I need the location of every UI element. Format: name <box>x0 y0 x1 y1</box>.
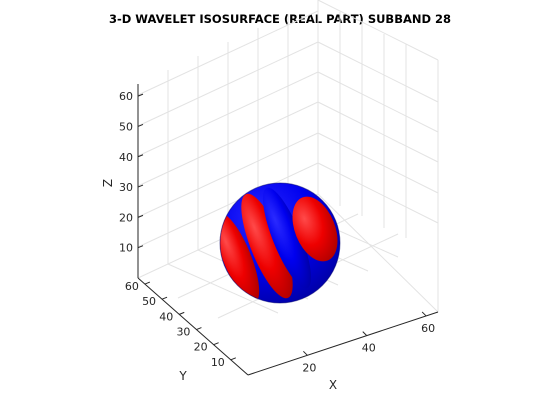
z-tick <box>137 214 144 218</box>
isosurface-band-red <box>292 196 338 262</box>
axes-lines <box>137 84 439 376</box>
z-tick <box>137 245 144 249</box>
y-tick-label: 50 <box>142 295 156 308</box>
grid-lines <box>137 0 439 319</box>
z-tick <box>137 154 144 158</box>
y-tick-label: 60 <box>125 280 139 293</box>
z-tick-label: 20 <box>119 211 133 224</box>
x-axis-line <box>247 311 439 376</box>
x-tick <box>421 311 427 317</box>
z-tick-label: 30 <box>119 181 133 194</box>
y-tick <box>144 281 151 285</box>
isosurface-outline <box>219 182 341 304</box>
y-tick-label: 20 <box>194 341 208 354</box>
isosurface-band-red <box>220 213 260 303</box>
y-axis-line <box>137 277 249 376</box>
plot-title: 3-D WAVELET ISOSURFACE (REAL PART) SUBBA… <box>108 12 452 26</box>
z-tick-label: 50 <box>119 120 133 133</box>
isosurface-band-red <box>241 193 293 299</box>
y-tick <box>196 327 202 330</box>
y-tick <box>230 357 236 361</box>
y-axis-label: Y <box>178 369 187 383</box>
y-tick-label: 40 <box>159 310 173 323</box>
z-tick <box>137 93 144 97</box>
z-tick-label: 60 <box>119 90 133 103</box>
z-tick-label: 10 <box>119 242 133 255</box>
x-tick-label: 60 <box>421 322 435 335</box>
z-tick <box>137 123 144 127</box>
z-tick <box>137 184 144 188</box>
y-tick <box>161 296 168 300</box>
x-tick <box>303 350 308 356</box>
y-tick-label: 30 <box>176 326 190 339</box>
y-tick <box>179 311 185 315</box>
x-tick-label: 20 <box>302 361 316 374</box>
z-tick-label: 40 <box>119 151 133 164</box>
x-tick <box>362 331 368 336</box>
x-tick-label: 40 <box>362 342 376 355</box>
z-axis-label: Z <box>101 179 115 187</box>
x-axis-label: X <box>329 378 337 392</box>
isosurface-band-blue <box>262 187 312 289</box>
y-tick <box>213 342 219 346</box>
y-tick-label: 10 <box>211 356 225 369</box>
isosurface[interactable] <box>206 182 346 308</box>
